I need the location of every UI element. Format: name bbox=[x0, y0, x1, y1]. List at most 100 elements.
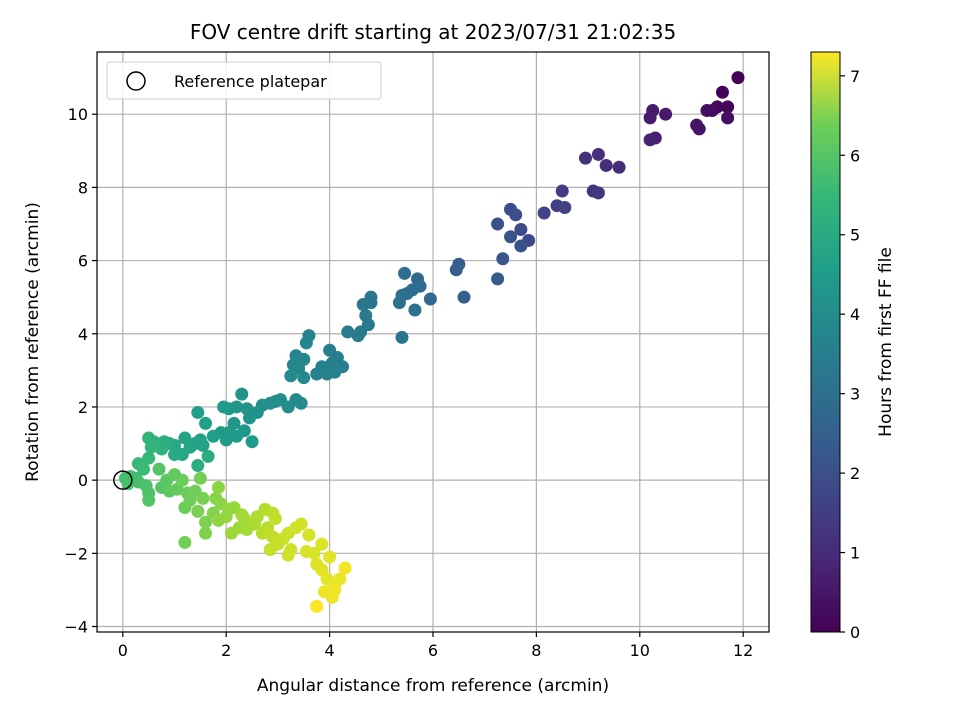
data-point bbox=[281, 548, 295, 562]
data-point bbox=[237, 512, 251, 526]
data-point bbox=[356, 297, 370, 311]
data-point bbox=[700, 104, 714, 118]
data-point bbox=[643, 133, 657, 147]
data-point bbox=[286, 358, 300, 372]
data-point bbox=[408, 303, 422, 317]
data-point bbox=[211, 480, 225, 494]
data-point bbox=[449, 263, 463, 277]
data-point bbox=[496, 252, 510, 266]
y-tick-label: 4 bbox=[78, 325, 88, 344]
data-point bbox=[196, 491, 210, 505]
data-point bbox=[514, 239, 528, 253]
y-tick-label: 10 bbox=[68, 105, 88, 124]
x-axis-label: Angular distance from reference (arcmin) bbox=[257, 676, 609, 696]
x-tick-label: 0 bbox=[118, 641, 128, 660]
data-point bbox=[235, 387, 249, 401]
data-point bbox=[315, 537, 329, 551]
data-point bbox=[191, 405, 205, 419]
data-point bbox=[217, 400, 231, 414]
data-point bbox=[341, 325, 355, 339]
data-point bbox=[230, 429, 244, 443]
data-points bbox=[113, 71, 745, 613]
data-point bbox=[175, 473, 189, 487]
legend-marker-reference bbox=[126, 71, 146, 91]
y-tick-label: 6 bbox=[78, 252, 88, 271]
data-point bbox=[199, 515, 213, 529]
data-point bbox=[457, 290, 471, 304]
data-point bbox=[591, 186, 605, 200]
data-point bbox=[297, 371, 311, 385]
legend-box bbox=[106, 61, 382, 100]
x-tick-label: 12 bbox=[733, 641, 753, 660]
data-point bbox=[509, 208, 523, 222]
data-point bbox=[692, 122, 706, 136]
data-point bbox=[142, 493, 156, 507]
x-axis-ticks: 0 2 4 6 8 10 12 bbox=[118, 632, 753, 660]
y-tick-label: 8 bbox=[78, 178, 88, 197]
colorbar-tick-label: 3 bbox=[850, 385, 860, 404]
colorbar-gradient bbox=[810, 51, 841, 633]
colorbar-tick-label: 1 bbox=[850, 544, 860, 563]
data-point bbox=[178, 535, 192, 549]
data-point bbox=[284, 369, 298, 383]
data-point bbox=[263, 543, 277, 557]
data-point bbox=[643, 111, 657, 125]
colorbar-tick-label: 0 bbox=[850, 623, 860, 642]
data-point bbox=[294, 517, 308, 531]
data-point bbox=[219, 433, 233, 447]
data-point bbox=[323, 343, 337, 357]
x-tick-label: 2 bbox=[221, 641, 231, 660]
data-point bbox=[514, 222, 528, 236]
data-point bbox=[659, 107, 673, 121]
x-tick-label: 6 bbox=[428, 641, 438, 660]
data-point bbox=[168, 448, 182, 462]
data-point bbox=[333, 572, 347, 586]
grid bbox=[97, 52, 769, 632]
data-point bbox=[721, 100, 735, 114]
data-point bbox=[152, 462, 166, 476]
data-point bbox=[715, 85, 729, 99]
data-point bbox=[242, 411, 256, 425]
data-point bbox=[537, 206, 551, 220]
y-axis-ticks: −4 −2 0 2 4 6 8 10 bbox=[64, 105, 97, 637]
data-point bbox=[268, 512, 282, 526]
data-point bbox=[245, 435, 259, 449]
colorbar-tick-label: 2 bbox=[850, 464, 860, 483]
data-point bbox=[491, 272, 505, 286]
data-point bbox=[395, 330, 409, 344]
y-tick-label: −4 bbox=[64, 618, 88, 637]
legend: Reference platepar bbox=[106, 61, 382, 100]
legend-label-reference: Reference platepar bbox=[174, 72, 327, 91]
colorbar: 0 1 2 3 4 5 6 7 Hours from first FF file bbox=[810, 51, 896, 642]
data-point bbox=[201, 449, 215, 463]
data-point bbox=[721, 111, 735, 125]
x-tick-label: 10 bbox=[630, 641, 650, 660]
data-point bbox=[504, 230, 518, 244]
data-point bbox=[191, 459, 205, 473]
data-point bbox=[302, 528, 316, 542]
data-point bbox=[555, 184, 569, 198]
data-point bbox=[307, 546, 321, 560]
data-point bbox=[338, 561, 352, 575]
data-point bbox=[423, 292, 437, 306]
data-point bbox=[558, 201, 572, 215]
data-point bbox=[591, 147, 605, 161]
colorbar-tick-label: 5 bbox=[850, 226, 860, 245]
data-point bbox=[142, 451, 156, 465]
data-point bbox=[398, 266, 412, 280]
data-point bbox=[206, 429, 220, 443]
x-tick-label: 8 bbox=[531, 641, 541, 660]
y-tick-label: 2 bbox=[78, 398, 88, 417]
data-point bbox=[310, 367, 324, 381]
reference-platepar-marker bbox=[113, 470, 133, 490]
data-point bbox=[323, 550, 337, 564]
x-tick-label: 4 bbox=[325, 641, 335, 660]
data-point bbox=[191, 504, 205, 518]
data-point bbox=[199, 526, 213, 540]
data-point bbox=[137, 462, 151, 476]
y-tick-label: 0 bbox=[78, 471, 88, 490]
colorbar-label: Hours from first FF file bbox=[876, 247, 896, 437]
data-point bbox=[299, 336, 313, 350]
data-point bbox=[193, 471, 207, 485]
